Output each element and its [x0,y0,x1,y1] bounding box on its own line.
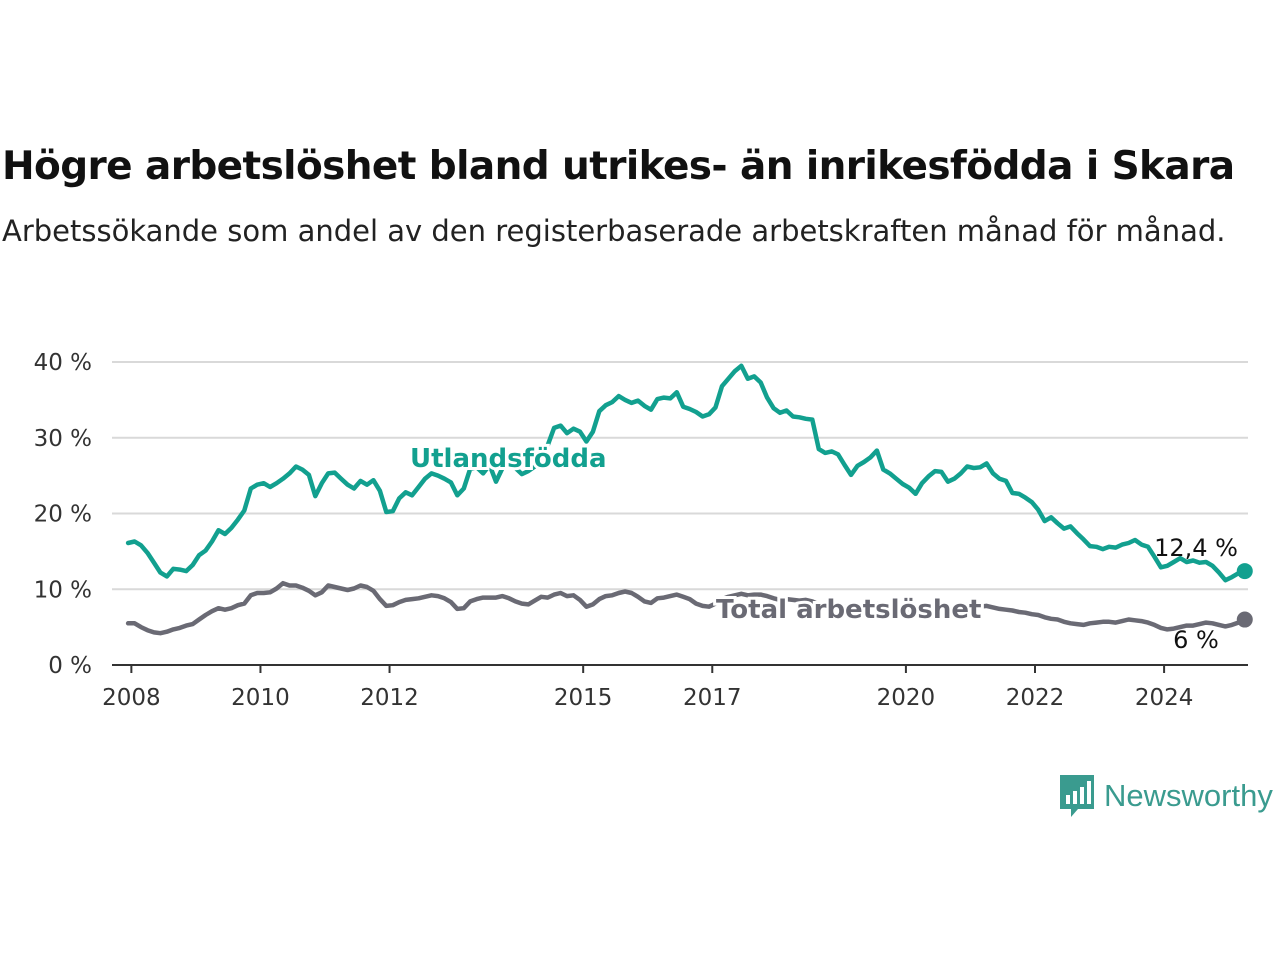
chart-title: Högre arbetslöshet bland utrikes- än inr… [2,144,1235,189]
y-tick-label: 0 % [48,653,92,679]
end-markers [1236,563,1253,628]
series-labels: Utlandsfödda Total arbetslöshet [407,441,984,628]
x-tick-label: 2012 [360,685,419,711]
series-line-total [125,580,1248,636]
x-tick-label: 2017 [683,685,742,711]
series-line-utlandsfodda [125,363,1248,583]
x-tick-label: 2015 [554,685,613,711]
end-label-utlandsfodda: 12,4 % [1154,534,1238,562]
y-tick-label: 20 % [34,502,92,528]
newsworthy-logo: Newsworthy [1058,772,1273,820]
series-label-utlandsfodda: Utlandsfödda [410,444,607,474]
series-lines [125,363,1248,636]
x-tick-label: 2024 [1135,685,1194,711]
end-marker-total [1236,611,1253,628]
y-tick-label: 30 % [34,426,92,452]
brand-name: Newsworthy [1104,778,1273,813]
y-tick-label: 10 % [34,577,92,603]
series-label-total: Total arbetslöshet [716,595,981,625]
x-tick-label: 2022 [1006,685,1065,711]
x-axis-ticks: 2008 2010 2012 2015 2017 2020 2022 2024 [102,665,1193,711]
y-tick-label: 40 % [34,350,92,376]
y-axis-ticks: 0 % 10 % 20 % 30 % 40 % [34,350,92,679]
end-marker-utlandsfodda [1236,563,1253,580]
newsworthy-chat-bars-icon [1060,775,1094,817]
x-tick-label: 2008 [102,685,161,711]
x-tick-label: 2020 [877,685,936,711]
chart-subtitle: Arbetssökande som andel av den registerb… [2,214,1226,248]
x-tick-label: 2010 [231,685,290,711]
end-label-total: 6 % [1173,626,1219,654]
